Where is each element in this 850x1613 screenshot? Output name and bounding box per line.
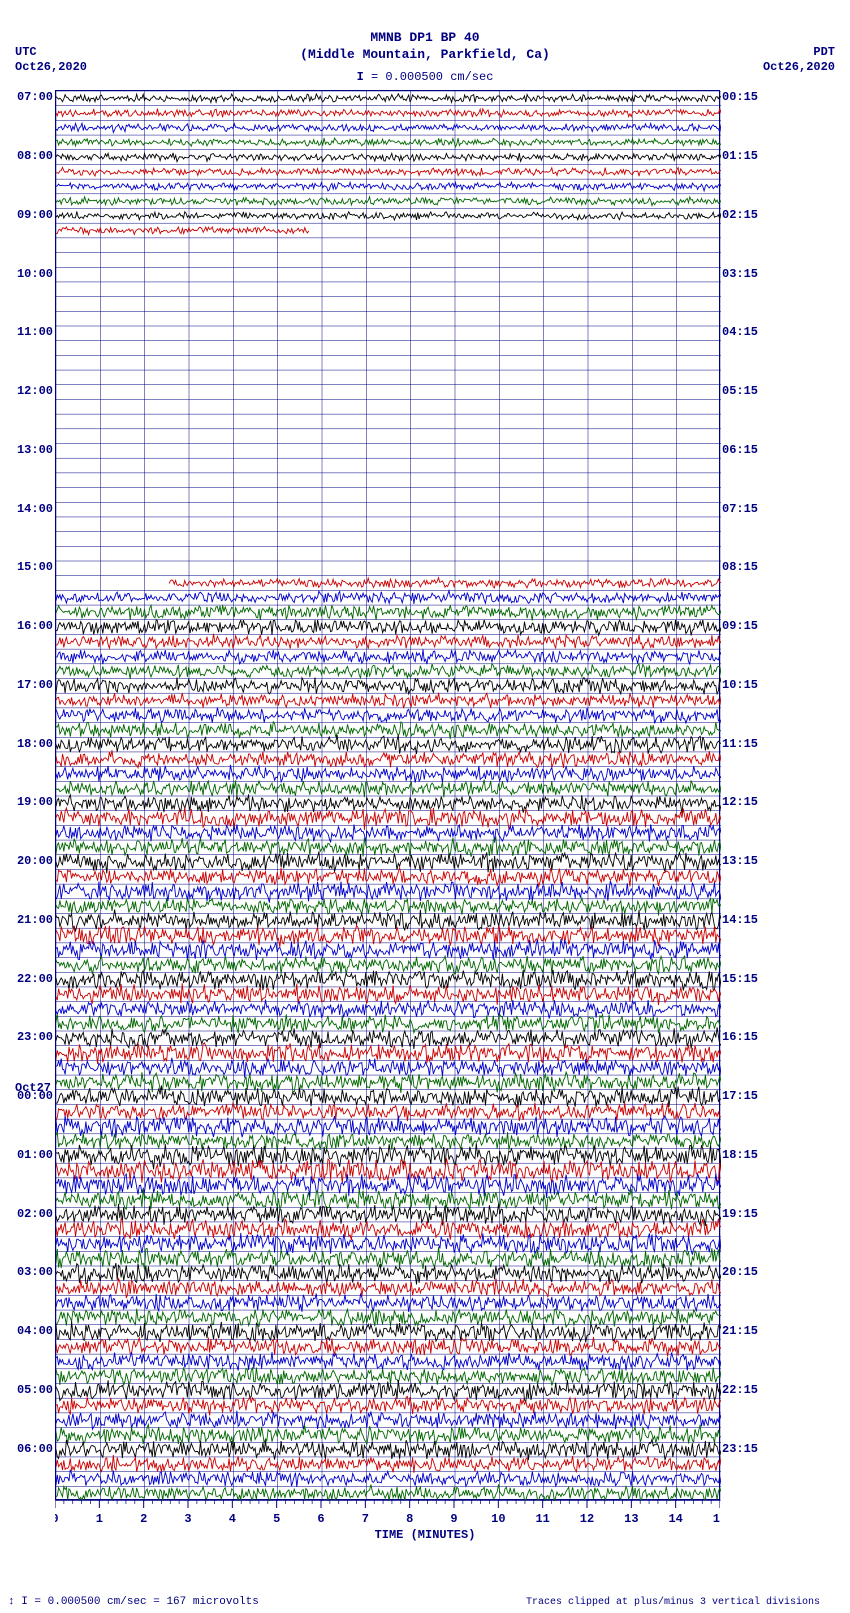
seismogram-plot	[55, 90, 720, 1500]
left-time-label: 21:00	[15, 913, 53, 927]
left-time-label: 14:00	[15, 502, 53, 516]
legend-text: = 0.000500 cm/sec	[371, 70, 493, 84]
svg-text:15: 15	[713, 1512, 720, 1526]
pdt-date: Oct26,2020	[763, 60, 835, 74]
left-time-label: 16:00	[15, 619, 53, 633]
footer-bar-icon: ↕ I	[8, 1596, 28, 1608]
amplitude-legend: I = 0.000500 cm/sec	[0, 70, 850, 84]
right-time-label: 07:15	[722, 502, 762, 516]
right-time-label: 23:15	[722, 1442, 762, 1456]
utc-label: UTC	[15, 45, 37, 59]
right-time-label: 20:15	[722, 1265, 762, 1279]
x-axis-label: TIME (MINUTES)	[0, 1528, 850, 1542]
left-time-label: 10:00	[15, 267, 53, 281]
footer-scale: ↕ I = 0.000500 cm/sec = 167 microvolts	[8, 1596, 259, 1608]
left-time-label: 18:00	[15, 737, 53, 751]
right-time-label: 06:15	[722, 443, 762, 457]
svg-text:11: 11	[535, 1512, 549, 1526]
right-time-label: 11:15	[722, 737, 762, 751]
left-time-label: 12:00	[15, 384, 53, 398]
left-time-label: 09:00	[15, 208, 53, 222]
left-time-label: 03:00	[15, 1265, 53, 1279]
left-time-label: 22:00	[15, 972, 53, 986]
svg-text:10: 10	[491, 1512, 505, 1526]
svg-text:8: 8	[406, 1512, 413, 1526]
station-id: MMNB DP1 BP 40	[0, 30, 850, 45]
right-time-label: 18:15	[722, 1148, 762, 1162]
right-time-label: 01:15	[722, 149, 762, 163]
left-time-label: 04:00	[15, 1324, 53, 1338]
seismogram-page: MMNB DP1 BP 40 (Middle Mountain, Parkfie…	[0, 0, 850, 1613]
left-time-label: 11:00	[15, 325, 53, 339]
right-time-label: 13:15	[722, 854, 762, 868]
svg-text:2: 2	[140, 1512, 147, 1526]
right-time-label: 19:15	[722, 1207, 762, 1221]
svg-text:4: 4	[229, 1512, 236, 1526]
left-time-label: 05:00	[15, 1383, 53, 1397]
right-time-label: 03:15	[722, 267, 762, 281]
left-time-label: 23:00	[15, 1030, 53, 1044]
svg-text:6: 6	[317, 1512, 324, 1526]
utc-date: Oct26,2020	[15, 60, 87, 74]
svg-text:7: 7	[362, 1512, 369, 1526]
footer-scale-text: = 0.000500 cm/sec = 167 microvolts	[34, 1596, 258, 1608]
legend-bar-icon: I	[357, 70, 364, 84]
left-time-label: 15:00	[15, 560, 53, 574]
left-time-label: 08:00	[15, 149, 53, 163]
right-time-label: 08:15	[722, 560, 762, 574]
right-time-label: 09:15	[722, 619, 762, 633]
chart-header: MMNB DP1 BP 40 (Middle Mountain, Parkfie…	[0, 30, 850, 84]
svg-text:0: 0	[55, 1512, 59, 1526]
right-time-label: 02:15	[722, 208, 762, 222]
svg-text:9: 9	[450, 1512, 457, 1526]
left-time-label: 13:00	[15, 443, 53, 457]
svg-text:1: 1	[96, 1512, 103, 1526]
right-time-label: 14:15	[722, 913, 762, 927]
right-time-label: 05:15	[722, 384, 762, 398]
svg-text:14: 14	[668, 1512, 682, 1526]
right-time-label: 12:15	[722, 795, 762, 809]
right-time-label: 21:15	[722, 1324, 762, 1338]
x-axis: 0123456789101112131415	[55, 1500, 720, 1530]
svg-text:3: 3	[184, 1512, 191, 1526]
right-time-label: 16:15	[722, 1030, 762, 1044]
left-time-label: 07:00	[15, 90, 53, 104]
svg-text:12: 12	[580, 1512, 594, 1526]
footer-clip-note: Traces clipped at plus/minus 3 vertical …	[526, 1597, 820, 1608]
pdt-label: PDT	[813, 45, 835, 59]
left-time-label: 20:00	[15, 854, 53, 868]
right-time-label: 22:15	[722, 1383, 762, 1397]
left-time-label: 19:00	[15, 795, 53, 809]
svg-text:13: 13	[624, 1512, 638, 1526]
left-time-label: 02:00	[15, 1207, 53, 1221]
svg-text:5: 5	[273, 1512, 280, 1526]
left-time-label: 01:00	[15, 1148, 53, 1162]
right-time-label: 10:15	[722, 678, 762, 692]
oct27-label: Oct27	[15, 1081, 51, 1095]
right-time-label: 15:15	[722, 972, 762, 986]
right-time-label: 04:15	[722, 325, 762, 339]
left-time-label: 17:00	[15, 678, 53, 692]
right-time-label: 17:15	[722, 1089, 762, 1103]
left-time-label: 06:00	[15, 1442, 53, 1456]
right-time-label: 00:15	[722, 90, 762, 104]
station-location: (Middle Mountain, Parkfield, Ca)	[0, 47, 850, 62]
